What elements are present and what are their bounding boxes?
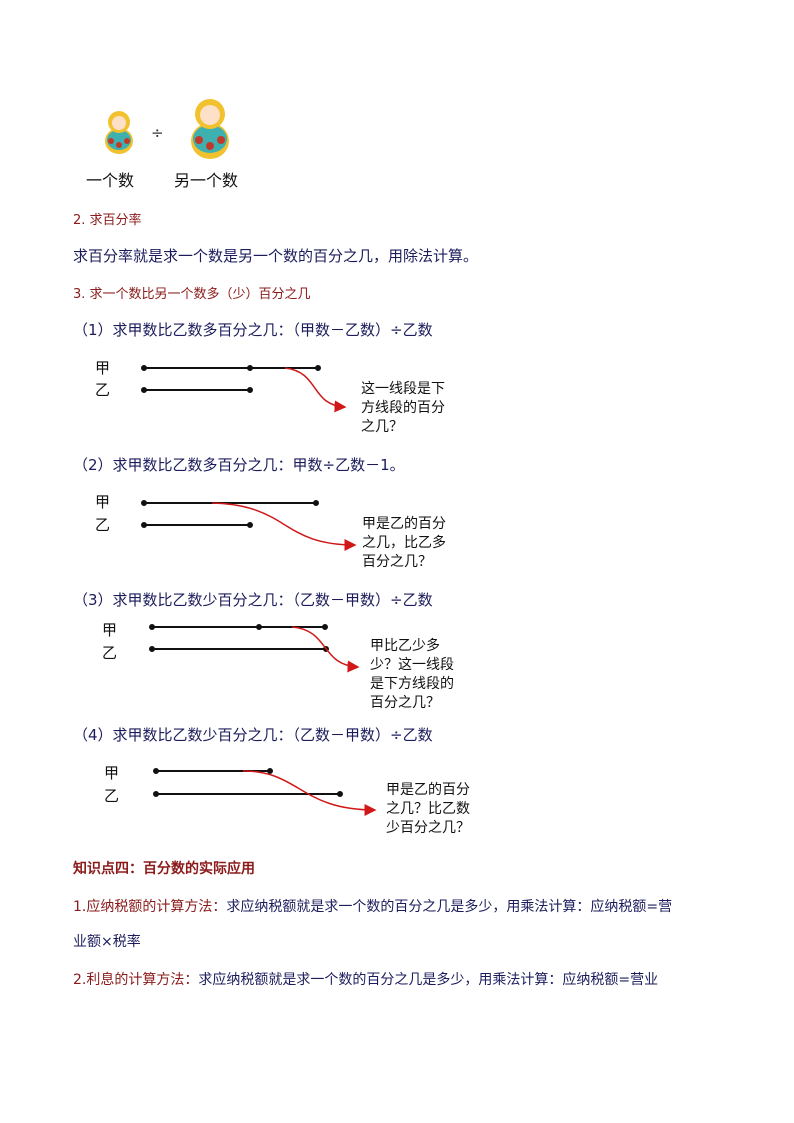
small-doll-icon bbox=[105, 111, 133, 154]
case-4-arrow bbox=[242, 770, 377, 816]
section-2-heading: 2. 求百分率 bbox=[73, 213, 142, 228]
case-4-formula: （4）求甲数比乙数少百分之几：（乙数－甲数）÷乙数 bbox=[73, 726, 433, 744]
case-2-formula: （2）求甲数比乙数多百分之几：甲数÷乙数－1。 bbox=[73, 456, 405, 474]
case-3-label-b: 乙 bbox=[102, 644, 118, 662]
case-1-arrow bbox=[284, 367, 347, 413]
case-2-label-a: 甲 bbox=[95, 493, 111, 511]
case-3-arrow bbox=[291, 626, 360, 673]
item-1-body: 求应纳税额就是求一个数的百分之几是多少，用乘法计算：应纳税额=营 bbox=[226, 899, 673, 915]
item-1-continuation: 业额×税率 bbox=[73, 934, 141, 950]
case-2-note: 甲是乙的百分 之几，比乙多 百分之几？ bbox=[362, 516, 446, 570]
case-2-arrow bbox=[211, 502, 357, 551]
case-1-formula: （1）求甲数比乙数多百分之几：（甲数－乙数）÷乙数 bbox=[73, 321, 433, 339]
item-1-label: 1.应纳税额的计算方法： bbox=[73, 899, 227, 915]
label-one-number: 一个数 bbox=[86, 171, 135, 190]
divide-sign: ÷ bbox=[151, 124, 164, 142]
case-1-label-a: 甲 bbox=[95, 359, 111, 377]
large-doll-icon bbox=[191, 99, 229, 159]
section-2-body: 求百分率就是求一个数是另一个数的百分之几，用除法计算。 bbox=[73, 247, 479, 265]
item-2-label: 2.利息的计算方法： bbox=[73, 972, 199, 988]
case-3-formula: （3）求甲数比乙数少百分之几：（乙数－甲数）÷乙数 bbox=[73, 591, 433, 609]
case-4-label-a: 甲 bbox=[104, 764, 120, 782]
case-4-label-b: 乙 bbox=[104, 787, 120, 805]
case-1-label-b: 乙 bbox=[95, 381, 111, 399]
section-4-heading: 知识点四：百分数的实际应用 bbox=[73, 861, 255, 877]
label-another-number: 另一个数 bbox=[174, 171, 239, 190]
item-2-body: 求应纳税额就是求一个数的百分之几是多少，用乘法计算：应纳税额=营业 bbox=[198, 972, 659, 988]
section-3-heading: 3. 求一个数比另一个数多（少）百分之几 bbox=[73, 287, 311, 302]
case-3-note: 甲比乙少多 少？这一线段 是下方线段的 百分之几？ bbox=[370, 638, 454, 711]
case-1-note: 这一线段是下 方线段的百分 之几？ bbox=[361, 381, 445, 435]
case-4-note: 甲是乙的百分 之几？比乙数 少百分之几？ bbox=[386, 782, 470, 836]
case-3-label-a: 甲 bbox=[102, 621, 118, 639]
case-2-label-b: 乙 bbox=[95, 516, 111, 534]
